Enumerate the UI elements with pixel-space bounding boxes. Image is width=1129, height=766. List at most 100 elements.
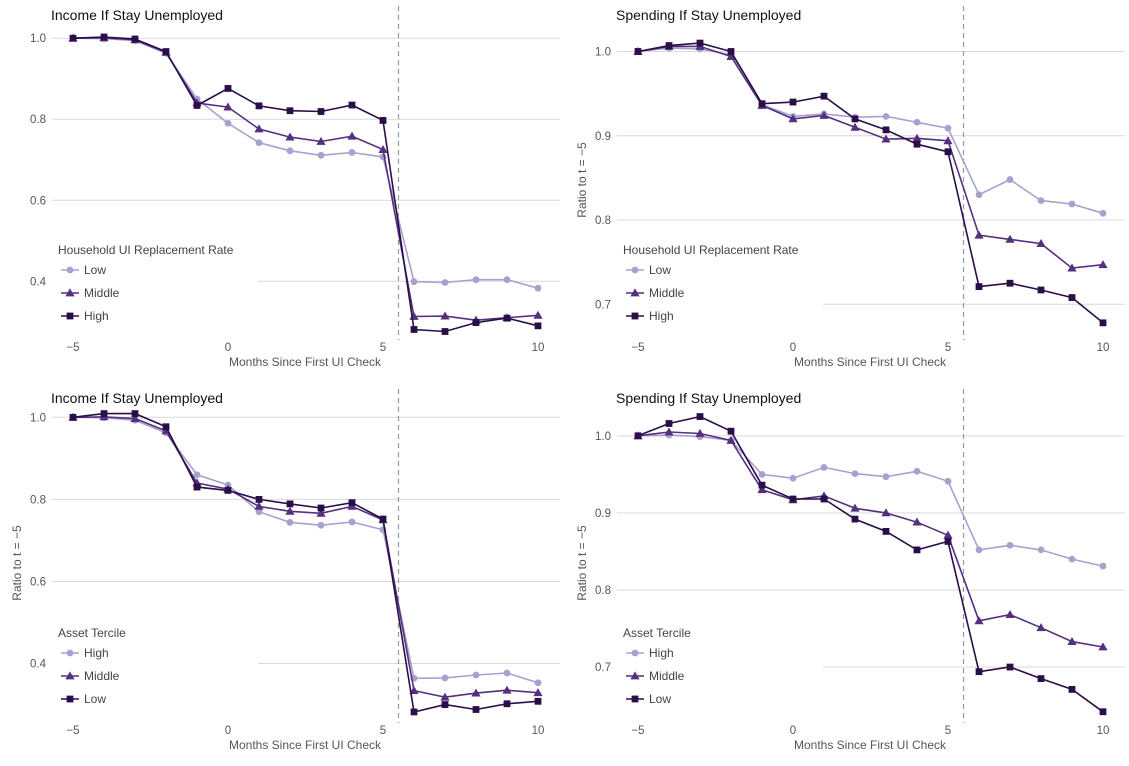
data-point <box>285 506 295 515</box>
legend-label: Middle <box>649 286 685 300</box>
y-tick-label: 0.8 <box>30 494 46 506</box>
legend-title: Asset Tercile <box>58 626 126 640</box>
series-line-low <box>72 412 539 713</box>
data-point <box>286 147 294 155</box>
data-point <box>850 122 860 131</box>
data-point <box>193 483 201 491</box>
data-point <box>1099 319 1107 327</box>
data-point <box>348 101 356 109</box>
data-point <box>944 124 952 132</box>
data-point <box>379 515 387 523</box>
data-point <box>316 136 326 145</box>
data-point <box>1068 294 1076 301</box>
y-tick-label: 1.0 <box>30 33 46 45</box>
data-point <box>913 140 921 148</box>
data-point <box>533 688 543 697</box>
data-point <box>975 668 983 676</box>
data-point <box>534 697 542 705</box>
data-point <box>944 148 952 156</box>
data-point <box>347 131 357 140</box>
data-point <box>534 284 542 292</box>
data-point <box>223 102 233 111</box>
data-point <box>100 410 108 418</box>
data-point <box>286 518 294 526</box>
legend-label: Low <box>649 263 671 277</box>
x-tick-label: 5 <box>945 725 951 737</box>
data-point <box>913 467 921 475</box>
data-point <box>851 515 859 523</box>
legend-label: Low <box>84 692 106 706</box>
data-point <box>410 278 418 286</box>
data-point <box>1067 637 1077 646</box>
data-point <box>913 118 921 126</box>
data-point <box>665 420 673 427</box>
legend-title: Household UI Replacement Rate <box>623 243 799 257</box>
data-point <box>130 413 140 422</box>
chart-svg: Spending If Stay Unemployed 0.7 0.8 0.9 1.0 −… <box>575 6 1125 369</box>
data-point <box>316 508 326 517</box>
data-point <box>789 495 797 503</box>
data-point <box>1036 623 1046 632</box>
legend-marker <box>631 266 639 274</box>
y-tick-label: 0.7 <box>595 299 611 311</box>
data-point <box>850 503 860 512</box>
data-point <box>696 413 704 420</box>
series-line-middle <box>72 416 539 699</box>
data-point <box>441 279 449 286</box>
legend-marker <box>66 649 74 657</box>
data-point <box>789 474 797 482</box>
x-tick-label: 5 <box>380 725 386 737</box>
data-point <box>758 470 766 478</box>
chart-title: Spending If Stay Unemployed <box>616 390 801 406</box>
chart-panel-4: Spending If Stay Unemployed 0.7 0.8 0.9 1.0 −… <box>565 383 1129 766</box>
data-point <box>503 314 511 322</box>
chart-title: Spending If Stay Unemployed <box>616 7 801 23</box>
legend-label: Low <box>84 263 106 277</box>
series-line-low <box>637 47 1104 215</box>
data-point <box>789 98 797 106</box>
data-point <box>664 427 674 436</box>
legend-marker <box>630 288 640 297</box>
y-tick-label: 0.8 <box>595 585 611 597</box>
chart-panel-3: Income If Stay Unemployed 0.4 0.6 0.8 1.0 −5 0… <box>0 383 564 766</box>
x-tick-label: 10 <box>1097 725 1110 737</box>
data-point <box>913 546 921 554</box>
data-point <box>131 410 139 418</box>
data-point <box>758 481 766 489</box>
data-point <box>162 423 170 431</box>
data-point <box>503 669 511 677</box>
data-point <box>378 145 388 154</box>
data-point <box>1037 675 1045 683</box>
data-point <box>1068 200 1076 208</box>
data-point <box>1099 708 1107 716</box>
legend-marker <box>65 671 75 680</box>
data-point <box>69 34 77 42</box>
series-line-high <box>637 434 1104 567</box>
y-tick-label: 1.0 <box>595 431 611 443</box>
data-point <box>820 92 828 100</box>
legend-marker <box>631 312 639 320</box>
y-tick-label: 0.9 <box>595 508 611 520</box>
data-point <box>820 464 828 471</box>
data-point <box>286 500 294 508</box>
x-tick-label: 5 <box>380 342 386 354</box>
data-point <box>851 470 859 477</box>
y-axis-label: Ratio to t = −5 <box>575 142 589 218</box>
data-point <box>882 112 890 120</box>
legend-label: Middle <box>84 669 120 683</box>
data-point <box>1037 286 1045 294</box>
data-point <box>409 686 419 695</box>
data-point <box>254 124 264 133</box>
data-point <box>881 134 891 143</box>
y-axis-label: Ratio to t = −5 <box>575 525 589 601</box>
data-point <box>440 311 450 320</box>
data-point <box>410 326 418 333</box>
data-point <box>503 700 511 708</box>
data-point <box>255 495 263 503</box>
data-point <box>441 328 449 335</box>
legend-marker <box>66 695 74 703</box>
data-point <box>1036 239 1046 248</box>
data-point <box>974 230 984 239</box>
data-point <box>758 100 766 108</box>
y-tick-label: 0.6 <box>30 195 46 207</box>
